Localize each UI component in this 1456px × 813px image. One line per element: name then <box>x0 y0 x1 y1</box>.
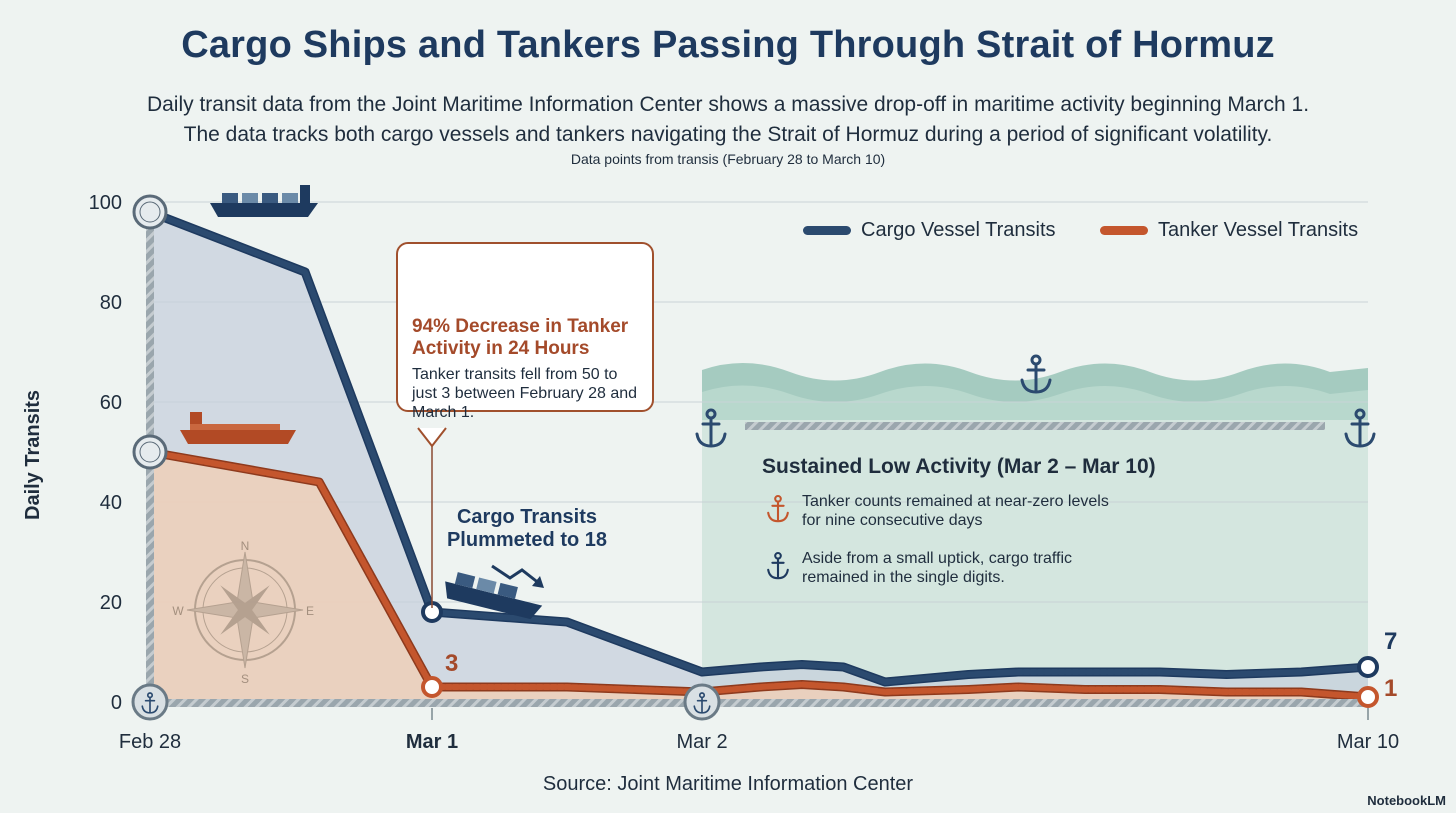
tanker-end-value-label: 1 <box>1384 675 1398 702</box>
tanker-mar1-value-label: 3 <box>445 650 459 677</box>
point-cargo-mar10 <box>1357 656 1379 678</box>
callout-body: Tanker transits fell from 50 to just 3 b… <box>412 366 638 421</box>
baseline-anchor-badge-1-icon-glyph-arms <box>693 705 711 714</box>
line-tanker <box>147 449 1371 700</box>
anchor-wave-icon <box>1020 354 1052 394</box>
chart-title: Cargo Ships and Tankers Passing Through … <box>181 24 1275 66</box>
anchor-bullet-tanker-icon-arms <box>767 511 789 523</box>
x-tick-mar-1: Mar 1 <box>406 731 458 753</box>
compass-marker-tanker-icon <box>132 434 168 470</box>
compass-marker-cargo-icon-inner <box>139 201 161 223</box>
baseline-anchor-badge-0-icon-glyph-arms <box>141 705 159 714</box>
anchor-bullet-cargo-icon <box>767 551 789 580</box>
legend-tanker-swatch <box>1100 226 1148 235</box>
y-tick-60: 60 <box>100 392 122 414</box>
date-range-note: Data points from transis (February 28 to… <box>570 151 886 167</box>
subtitle-line-2: The data tracks both cargo vessels and t… <box>183 123 1273 146</box>
anchor-decorations <box>131 354 1376 721</box>
source-note: Source: Joint Maritime Information Cente… <box>542 773 914 795</box>
baseline-rope <box>150 699 1368 707</box>
compass-e: E <box>306 604 314 618</box>
callout-heading: 94% Decrease in Tanker Activity in 24 Ho… <box>412 316 629 359</box>
anchor-panel-left-icon-arms <box>695 432 727 448</box>
tanker-ship-icon <box>180 412 296 444</box>
plummeting-cargo-icon <box>445 572 543 620</box>
tanker-drop-callout: 94% Decrease in Tanker Activity in 24 Ho… <box>396 242 654 421</box>
compass-marker-tanker-icon-tail <box>141 449 153 461</box>
legend-tanker-label: Tanker Vessel Transits <box>1158 219 1359 241</box>
panel-title: Sustained Low Activity (Mar 2 – Mar 10) <box>762 455 1156 478</box>
compass-marker-cargo-icon <box>132 194 168 230</box>
compass-marker-cargo-icon-ring <box>132 194 168 230</box>
line-cargo <box>147 209 1371 685</box>
baseline-anchor-badge-0-icon-glyph <box>141 692 159 714</box>
y-tick-40: 40 <box>100 492 122 514</box>
cargo-ship-icon <box>210 185 318 217</box>
y-tick-100: 100 <box>89 192 122 214</box>
y-tick-0: 0 <box>111 692 122 714</box>
y-tick-80: 80 <box>100 292 122 314</box>
subtitle-line-1: Daily transit data from the Joint Mariti… <box>146 93 1310 116</box>
anchor-wave-icon-arms <box>1020 378 1052 394</box>
x-tick-labels: Feb 28 Mar 1 Mar 2 Mar 10 <box>119 708 1399 753</box>
legend-cargo: Cargo Vessel Transits <box>803 219 1056 242</box>
cargo-plummet-label: Cargo Transits Plummeted to 18 <box>446 506 608 551</box>
y-axis-label: Daily Transits <box>22 389 44 520</box>
anchor-panel-right-icon-arms <box>1344 432 1376 448</box>
point-tanker-mar1 <box>421 676 443 698</box>
y-tick-20: 20 <box>100 592 122 614</box>
anchor-panel-left-icon <box>695 408 727 448</box>
anchor-panel-right-icon <box>1344 408 1376 448</box>
baseline-anchor-badge-1-icon-glyph <box>693 692 711 714</box>
compass-s: S <box>241 672 249 686</box>
compass-marker-cargo-icon-tail <box>141 209 153 221</box>
panel-rope <box>745 422 1325 430</box>
x-tick-mar-2: Mar 2 <box>676 731 727 753</box>
y-tick-labels: 0 20 40 60 80 100 <box>89 192 122 714</box>
compass-rose-icon: N S E W <box>172 539 314 686</box>
legend-cargo-label: Cargo Vessel Transits <box>861 219 1056 241</box>
compass-w: W <box>172 604 184 618</box>
panel-bullet-tanker: Tanker counts remained at near-zero leve… <box>802 493 1109 529</box>
anchor-bullet-cargo-icon-arms <box>767 568 789 580</box>
panel-bullet-cargo: Aside from a small uptick, cargo traffic… <box>802 550 1073 586</box>
legend-cargo-swatch <box>803 226 851 235</box>
compass-marker-tanker-icon-inner <box>139 441 161 463</box>
x-tick-mar-10: Mar 10 <box>1337 731 1399 753</box>
low-activity-panel <box>702 405 1368 705</box>
anchor-bullet-tanker-icon <box>767 494 789 523</box>
brand-label: NotebookLM <box>1367 793 1446 808</box>
x-tick-feb-28: Feb 28 <box>119 731 181 753</box>
point-tanker-mar10 <box>1357 686 1379 708</box>
cargo-end-value-label: 7 <box>1384 628 1398 655</box>
down-trend-arrow-icon <box>491 564 541 586</box>
chart-points <box>132 194 1379 708</box>
compass-marker-tanker-icon-ring <box>132 434 168 470</box>
compass-n: N <box>241 539 250 553</box>
legend-tanker: Tanker Vessel Transits <box>1100 219 1358 242</box>
